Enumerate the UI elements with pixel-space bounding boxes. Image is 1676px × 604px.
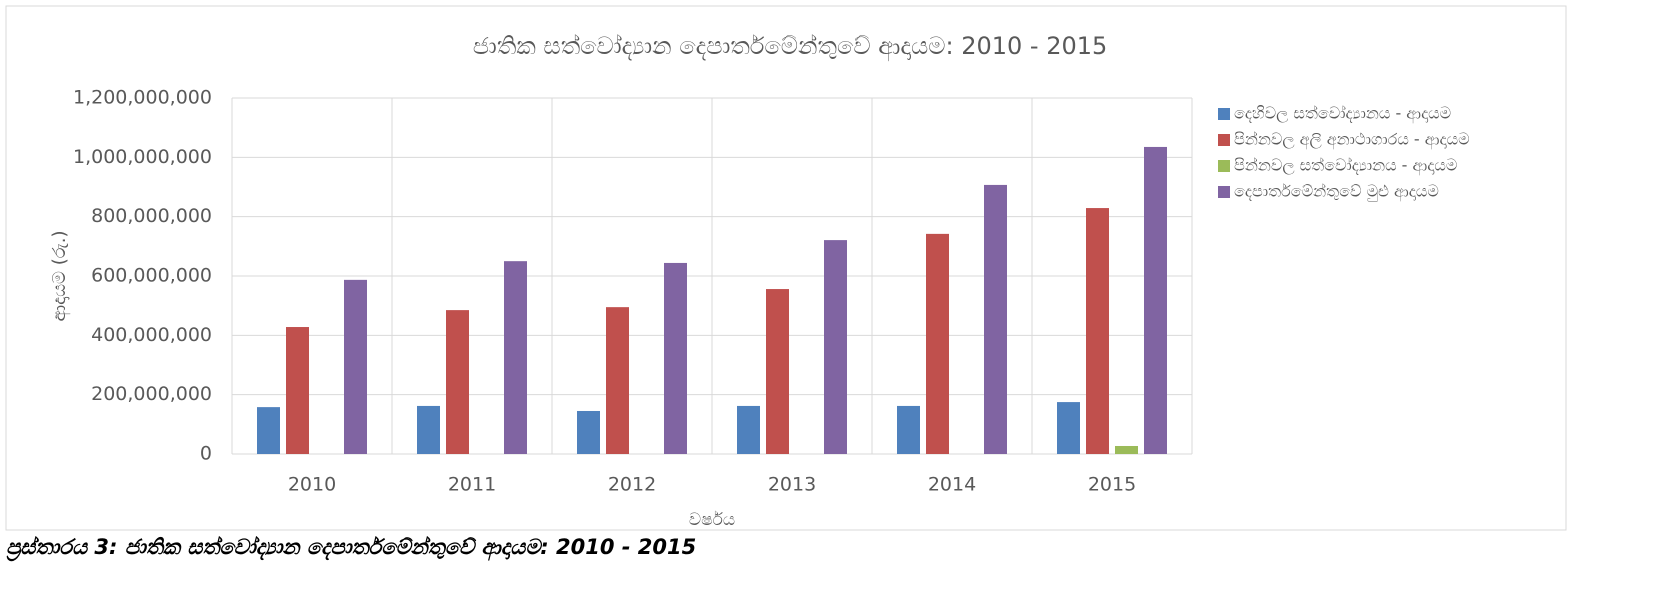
y-tick-label: 200,000,000 <box>91 383 212 405</box>
x-tick-label: 2014 <box>928 474 976 496</box>
bar <box>504 261 527 454</box>
bar <box>417 405 440 454</box>
bar <box>1144 146 1167 454</box>
bar <box>577 410 600 454</box>
y-tick-label: 800,000,000 <box>91 205 212 227</box>
legend-label: පින්නවල අලි අනාථාගාරය - ආදායම <box>1234 130 1470 150</box>
y-axis-label: ආදායම (රු.) <box>49 230 71 321</box>
bar <box>897 405 920 454</box>
x-tick-label: 2011 <box>448 474 496 496</box>
chart-title: ජාතික සත්වෝද්‍යාන දෙපාර්තමේන්තුවේ ආදායම:… <box>473 32 1108 62</box>
bar <box>737 405 760 454</box>
x-tick-label: 2012 <box>608 474 656 496</box>
legend-swatch <box>1218 186 1230 198</box>
y-tick-label: 1,200,000,000 <box>73 87 212 109</box>
bar <box>984 184 1007 454</box>
x-tick-label: 2013 <box>768 474 816 496</box>
legend-swatch <box>1218 134 1230 146</box>
x-tick-label: 2015 <box>1088 474 1136 496</box>
bar <box>257 407 280 454</box>
legend-label: පින්නවල සත්වෝද්‍යානය - ආදායම <box>1234 156 1457 176</box>
bar <box>344 279 367 454</box>
bar <box>1115 445 1138 454</box>
bar <box>1057 402 1080 454</box>
bar <box>766 289 789 454</box>
y-tick-label: 400,000,000 <box>91 324 212 346</box>
bar <box>606 307 629 454</box>
bar <box>664 262 687 454</box>
y-tick-label: 0 <box>200 443 212 465</box>
legend-label: දෙහිවල සත්වෝද්‍යානය - ආදායම <box>1234 104 1451 124</box>
x-axis-label: වර්ෂය <box>689 510 735 530</box>
bar <box>926 233 949 454</box>
caption: ප්‍රස්තාරය 3: ජාතික සත්වෝද්‍යාන දෙපාර්තම… <box>6 535 696 562</box>
x-tick-label: 2010 <box>288 474 336 496</box>
y-tick-label: 1,000,000,000 <box>73 146 212 168</box>
y-tick-label: 600,000,000 <box>91 265 212 287</box>
legend-swatch <box>1218 160 1230 172</box>
bar <box>286 327 309 454</box>
bar <box>1086 208 1109 454</box>
bar <box>824 240 847 454</box>
legend-label: දෙපාර්තමේන්තුවේ මුළු ආදායම <box>1234 182 1439 202</box>
legend-swatch <box>1218 108 1230 120</box>
bar <box>446 310 469 454</box>
